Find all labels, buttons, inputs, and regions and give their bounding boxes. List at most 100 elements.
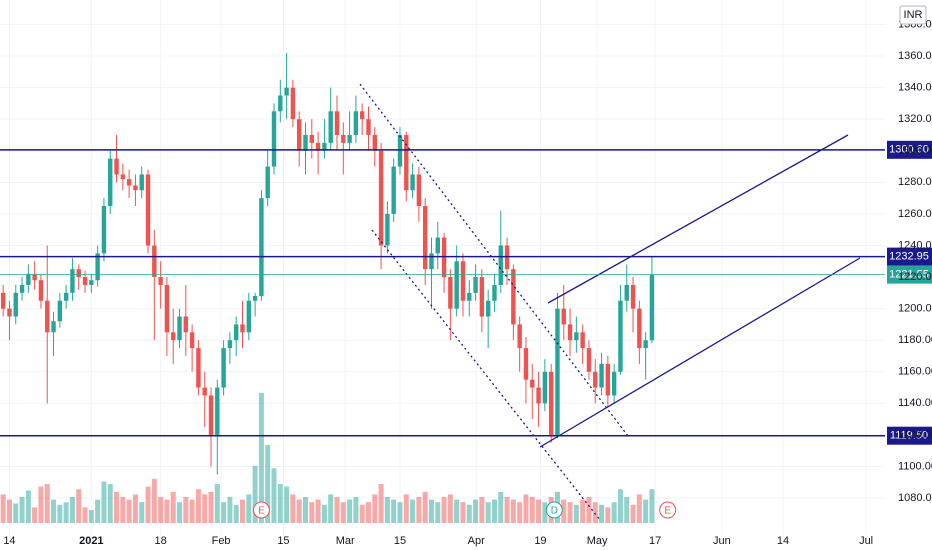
candle-body [485,300,491,317]
candle-body [334,111,340,135]
volume-bar [246,494,252,523]
x-tick-label: Apr [468,535,485,547]
candle-body [397,134,403,167]
candle-body [618,300,623,372]
candle-body [95,253,100,281]
candle-body [215,387,220,435]
candle-body [13,292,18,317]
volume-bar [271,468,277,523]
volume-bar [485,502,491,523]
volume-bar [139,502,145,523]
volume-bar [479,497,485,523]
candles [0,52,655,475]
volume-bar [586,497,592,523]
candle-body [586,348,592,372]
candle-body [7,308,12,317]
volume-bar [510,499,516,523]
candle-body [76,269,81,278]
candle-body [536,387,541,404]
y-tick-label: 1120.00 [898,429,932,441]
volume-bar [630,504,636,523]
candle-body [296,119,302,151]
volume-bar [208,491,214,523]
candle-body [284,87,289,96]
volume-bar [498,491,504,523]
volume-bar [290,494,296,523]
candle-body [561,308,566,325]
volume-bar [592,502,598,523]
candle-body [108,158,113,207]
y-tick-label: 1220.00 [898,271,932,283]
volume-bar [359,504,365,523]
volume-pane [0,393,655,523]
y-tick-label: 1320.00 [898,113,932,125]
candle-body [624,284,629,301]
level-tag [887,140,932,159]
candle-body [240,324,245,333]
x-tick-label: 17 [649,535,661,547]
volume-bar [44,484,50,523]
volume-bar [195,489,201,523]
y-tick-label: 1340.00 [898,82,932,94]
volume-bar [447,494,453,523]
candle-body [548,371,554,435]
candle-body [448,277,453,309]
level-label: 1300.60 [889,144,929,156]
volume-bar [428,499,434,523]
volume-bar [126,499,132,523]
candle-body [460,261,466,301]
level-label: 1232.95 [889,251,929,263]
volume-bar [435,502,441,523]
volume-bar [95,499,101,523]
x-tick-label: Feb [212,535,231,547]
volume-bar [0,494,6,523]
volume-bar [227,497,233,523]
candle-body [637,308,642,349]
candle-body [246,300,252,333]
candle-body [530,379,535,388]
volume-bar [504,497,510,523]
candle-body [435,237,440,254]
volume-bar [643,499,649,523]
candle-body [101,206,107,254]
candle-body [114,158,119,175]
candle-body [152,245,157,278]
volume-bar [542,502,548,523]
volume-bar [309,502,315,523]
volume-bar [82,507,88,523]
volume-bar [340,502,346,523]
candle-body [416,174,422,207]
candle-body [19,284,25,293]
volume-bar [158,497,164,523]
volume-bar [202,494,208,523]
x-tick-label: 15 [394,535,406,547]
x-tick-label: Jul [859,535,873,547]
candle-body [120,174,126,180]
x-tick-label: 18 [154,535,166,547]
y-tick-label: 1280.00 [898,176,932,188]
volume-bar [258,393,264,523]
volume-bar [277,484,283,523]
candle-body [630,284,636,309]
candle-body [366,119,371,135]
volume-bar [624,497,630,523]
candle-body [26,273,31,285]
y-tick-label: 1160.00 [898,366,932,378]
volume-bar [403,494,409,523]
candle-body [133,185,138,191]
candle-body [611,371,617,396]
candle-body [391,166,396,214]
event-label: D [551,506,558,517]
candle-body [523,348,529,380]
candle-body [555,308,560,435]
candle-body [385,213,390,246]
volume-bar [120,497,126,523]
candle-body [372,134,377,151]
volume-bar [189,499,195,523]
volume-bar [88,510,94,523]
volume-bar [328,494,334,523]
candle-body [82,277,88,285]
volume-bar [13,503,19,523]
